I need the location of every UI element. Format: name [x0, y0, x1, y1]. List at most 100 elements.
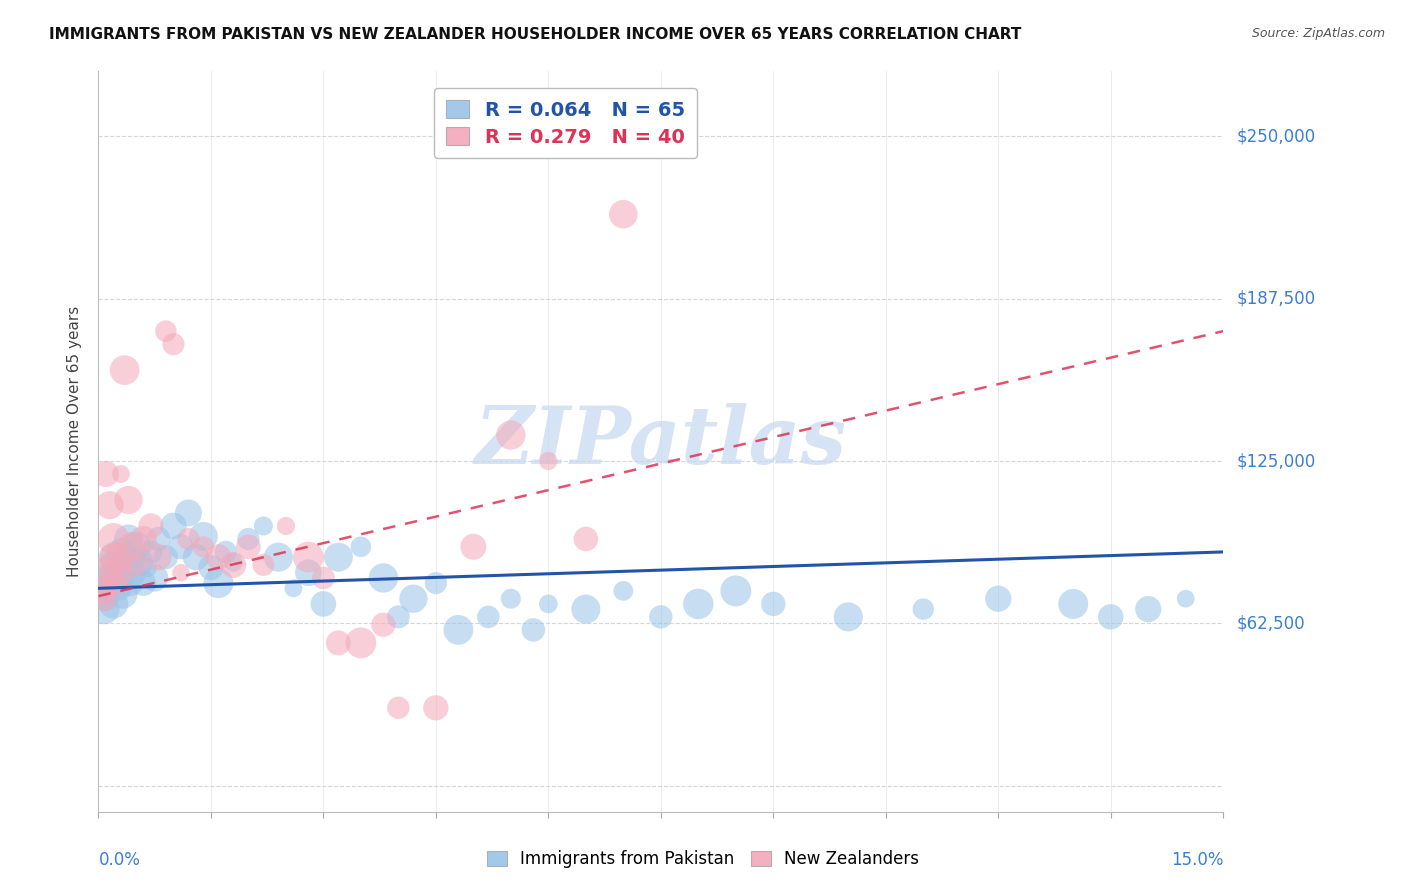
Point — [575, 602, 598, 616]
Point — [96, 571, 118, 585]
Point — [170, 540, 193, 554]
Point — [193, 529, 215, 543]
Point — [103, 597, 125, 611]
Point — [148, 532, 170, 546]
Point — [98, 498, 121, 512]
Point — [537, 597, 560, 611]
Point — [91, 583, 114, 598]
Point — [387, 701, 409, 715]
Point — [177, 532, 200, 546]
Point — [762, 597, 785, 611]
Point — [105, 566, 128, 580]
Text: IMMIGRANTS FROM PAKISTAN VS NEW ZEALANDER HOUSEHOLDER INCOME OVER 65 YEARS CORRE: IMMIGRANTS FROM PAKISTAN VS NEW ZEALANDE… — [49, 27, 1022, 42]
Point — [499, 591, 522, 606]
Point — [114, 571, 136, 585]
Point — [912, 602, 935, 616]
Point — [115, 558, 138, 572]
Point — [350, 636, 373, 650]
Point — [373, 571, 395, 585]
Point — [162, 337, 184, 351]
Point — [108, 582, 131, 596]
Point — [350, 540, 373, 554]
Point — [139, 519, 162, 533]
Point — [328, 550, 350, 565]
Point — [373, 617, 395, 632]
Point — [537, 454, 560, 468]
Point — [207, 550, 229, 565]
Point — [650, 610, 672, 624]
Point — [101, 550, 124, 565]
Point — [1174, 591, 1197, 606]
Point — [477, 610, 499, 624]
Point — [252, 519, 274, 533]
Point — [110, 545, 132, 559]
Point — [121, 540, 143, 554]
Text: $125,000: $125,000 — [1237, 452, 1316, 470]
Point — [132, 532, 155, 546]
Point — [93, 602, 115, 616]
Point — [124, 550, 146, 565]
Text: 15.0%: 15.0% — [1171, 851, 1223, 869]
Text: $250,000: $250,000 — [1237, 128, 1316, 145]
Point — [148, 550, 170, 565]
Point — [267, 550, 290, 565]
Point — [200, 560, 222, 574]
Point — [238, 540, 260, 554]
Point — [193, 540, 215, 554]
Point — [724, 583, 747, 598]
Point — [108, 550, 131, 565]
Point — [98, 576, 121, 591]
Point — [215, 545, 238, 559]
Point — [312, 571, 335, 585]
Point — [207, 576, 229, 591]
Point — [328, 636, 350, 650]
Point — [114, 363, 136, 377]
Point — [522, 623, 544, 637]
Point — [125, 558, 148, 572]
Point — [143, 571, 166, 585]
Point — [110, 467, 132, 481]
Text: ZIPatlas: ZIPatlas — [475, 403, 846, 480]
Point — [91, 583, 114, 598]
Point — [111, 586, 134, 600]
Point — [139, 545, 162, 559]
Point — [274, 519, 297, 533]
Point — [104, 550, 127, 565]
Point — [1137, 602, 1160, 616]
Point — [222, 558, 245, 572]
Point — [93, 591, 115, 606]
Point — [402, 591, 425, 606]
Point — [121, 566, 143, 580]
Point — [297, 550, 319, 565]
Legend: Immigrants from Pakistan, New Zealanders: Immigrants from Pakistan, New Zealanders — [479, 844, 927, 875]
Point — [184, 550, 207, 565]
Text: $62,500: $62,500 — [1237, 615, 1306, 632]
Point — [987, 591, 1010, 606]
Point — [101, 558, 124, 572]
Point — [499, 428, 522, 442]
Point — [837, 610, 859, 624]
Point — [312, 597, 335, 611]
Point — [575, 532, 598, 546]
Point — [94, 467, 117, 481]
Point — [128, 555, 150, 569]
Point — [132, 576, 155, 591]
Point — [222, 555, 245, 569]
Point — [117, 493, 139, 508]
Point — [104, 576, 127, 591]
Point — [155, 550, 177, 565]
Point — [162, 519, 184, 533]
Point — [425, 576, 447, 591]
Point — [170, 566, 193, 580]
Point — [103, 532, 125, 546]
Point — [136, 560, 159, 574]
Point — [283, 582, 305, 596]
Point — [447, 623, 470, 637]
Point — [117, 532, 139, 546]
Text: 0.0%: 0.0% — [98, 851, 141, 869]
Point — [688, 597, 710, 611]
Point — [425, 701, 447, 715]
Point — [612, 583, 634, 598]
Point — [1062, 597, 1084, 611]
Text: Source: ZipAtlas.com: Source: ZipAtlas.com — [1251, 27, 1385, 40]
